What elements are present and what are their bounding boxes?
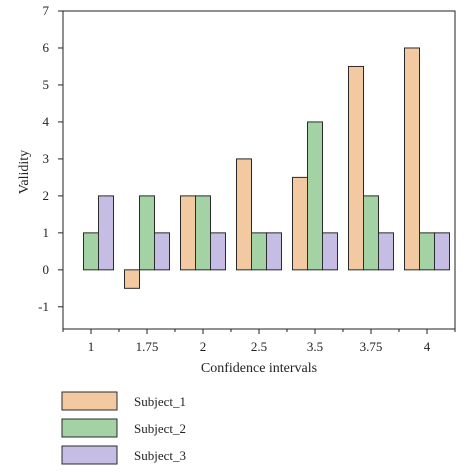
x-tick-label: 3.75: [360, 339, 383, 354]
bar-subject-2-1: [139, 195, 155, 271]
bar-subject-3-2: [210, 232, 226, 271]
bar-subject-3-0: [98, 195, 114, 271]
legend-label-subject-1: Subject_1: [134, 394, 186, 409]
bar-subject-2-0: [83, 232, 99, 271]
axes-group: [62, 10, 456, 330]
bar-subject-3-1: [154, 232, 170, 271]
x-tick-label: 1: [88, 339, 95, 354]
plot-frame: [62, 10, 456, 330]
x-tick-label: 1.75: [136, 339, 159, 354]
x-axis-title: Confidence intervals: [201, 361, 317, 376]
bar-subject-3-3: [266, 232, 282, 271]
y-tick-label: 4: [43, 114, 50, 129]
legend-swatch-subject-1: [61, 391, 118, 411]
bar-subject-2-2: [195, 195, 211, 271]
legend: Subject_1 Subject_2 Subject_3: [61, 391, 186, 465]
bar-subject-3-4: [322, 232, 338, 271]
y-tick-label: 3: [43, 151, 50, 166]
x-axis-ticks: 1 1.75 2 2.5 3.5 3.75 4: [62, 329, 456, 354]
bar-subject-1-2: [180, 195, 196, 271]
y-tick-label: -1: [38, 299, 49, 314]
y-tick-label: 7: [43, 3, 50, 18]
bar-subject-1-4: [292, 176, 308, 271]
y-tick-label: 6: [43, 40, 50, 55]
bar-subject-1-1: [124, 269, 140, 289]
bar-subject-3-6: [434, 232, 450, 271]
bar-subject-1-6: [404, 47, 420, 271]
legend-label-subject-3: Subject_3: [134, 448, 186, 463]
x-tick-label: 3.5: [307, 339, 323, 354]
x-tick-label: 2.5: [251, 339, 267, 354]
bar-subject-2-6: [419, 232, 435, 271]
bar-subject-3-5: [378, 232, 394, 271]
y-tick-label: 1: [43, 225, 50, 240]
legend-swatch-subject-3: [61, 445, 118, 465]
bar-subject-2-3: [251, 232, 267, 271]
x-tick-label: 2: [200, 339, 207, 354]
bars-group: [83, 47, 450, 289]
y-axis-title: Validity: [17, 150, 32, 194]
y-tick-label: 5: [43, 77, 50, 92]
y-tick-label: 2: [43, 188, 50, 203]
bar-subject-2-4: [307, 121, 323, 271]
bar-subject-1-3: [236, 158, 252, 271]
y-axis-ticks: -1 0 1 2 3 4 5 6 7: [38, 3, 63, 314]
legend-swatch-subject-2: [61, 418, 118, 438]
bar-subject-1-5: [348, 65, 364, 271]
x-tick-label: 4: [424, 339, 431, 354]
bar-subject-2-5: [363, 195, 379, 271]
legend-label-subject-2: Subject_2: [134, 421, 186, 436]
y-tick-label: 0: [43, 262, 50, 277]
